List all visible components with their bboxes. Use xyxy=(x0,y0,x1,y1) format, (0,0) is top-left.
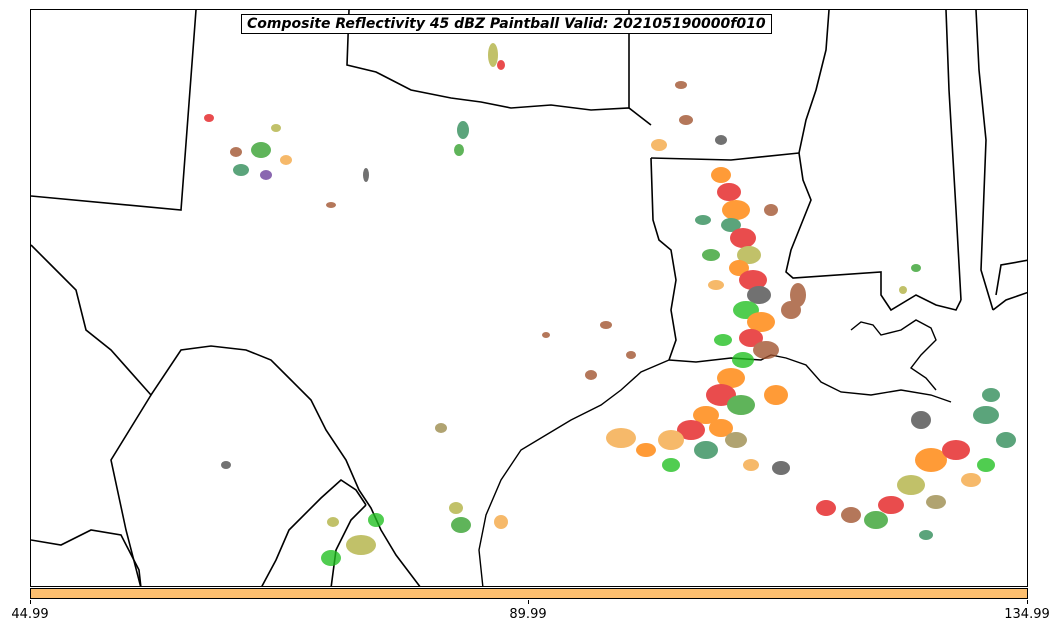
map-title: Composite Reflectivity 45 dBZ Paintball … xyxy=(241,14,772,34)
colorbar xyxy=(30,588,1028,599)
reflectivity-blobs xyxy=(204,43,1016,566)
colorbar-tick-mark xyxy=(528,600,529,604)
state-borders xyxy=(31,10,1027,586)
colorbar-tick-mark xyxy=(1027,600,1028,604)
map-canvas xyxy=(31,10,1027,586)
colorbar-tick-label-min: 44.99 xyxy=(11,607,49,622)
colorbar-tick-mark xyxy=(30,600,31,604)
coastline xyxy=(478,319,952,586)
map-panel xyxy=(30,9,1028,587)
colorbar-tick-label-max: 134.99 xyxy=(1004,607,1050,622)
colorbar-tick-label-mid: 89.99 xyxy=(509,607,547,622)
